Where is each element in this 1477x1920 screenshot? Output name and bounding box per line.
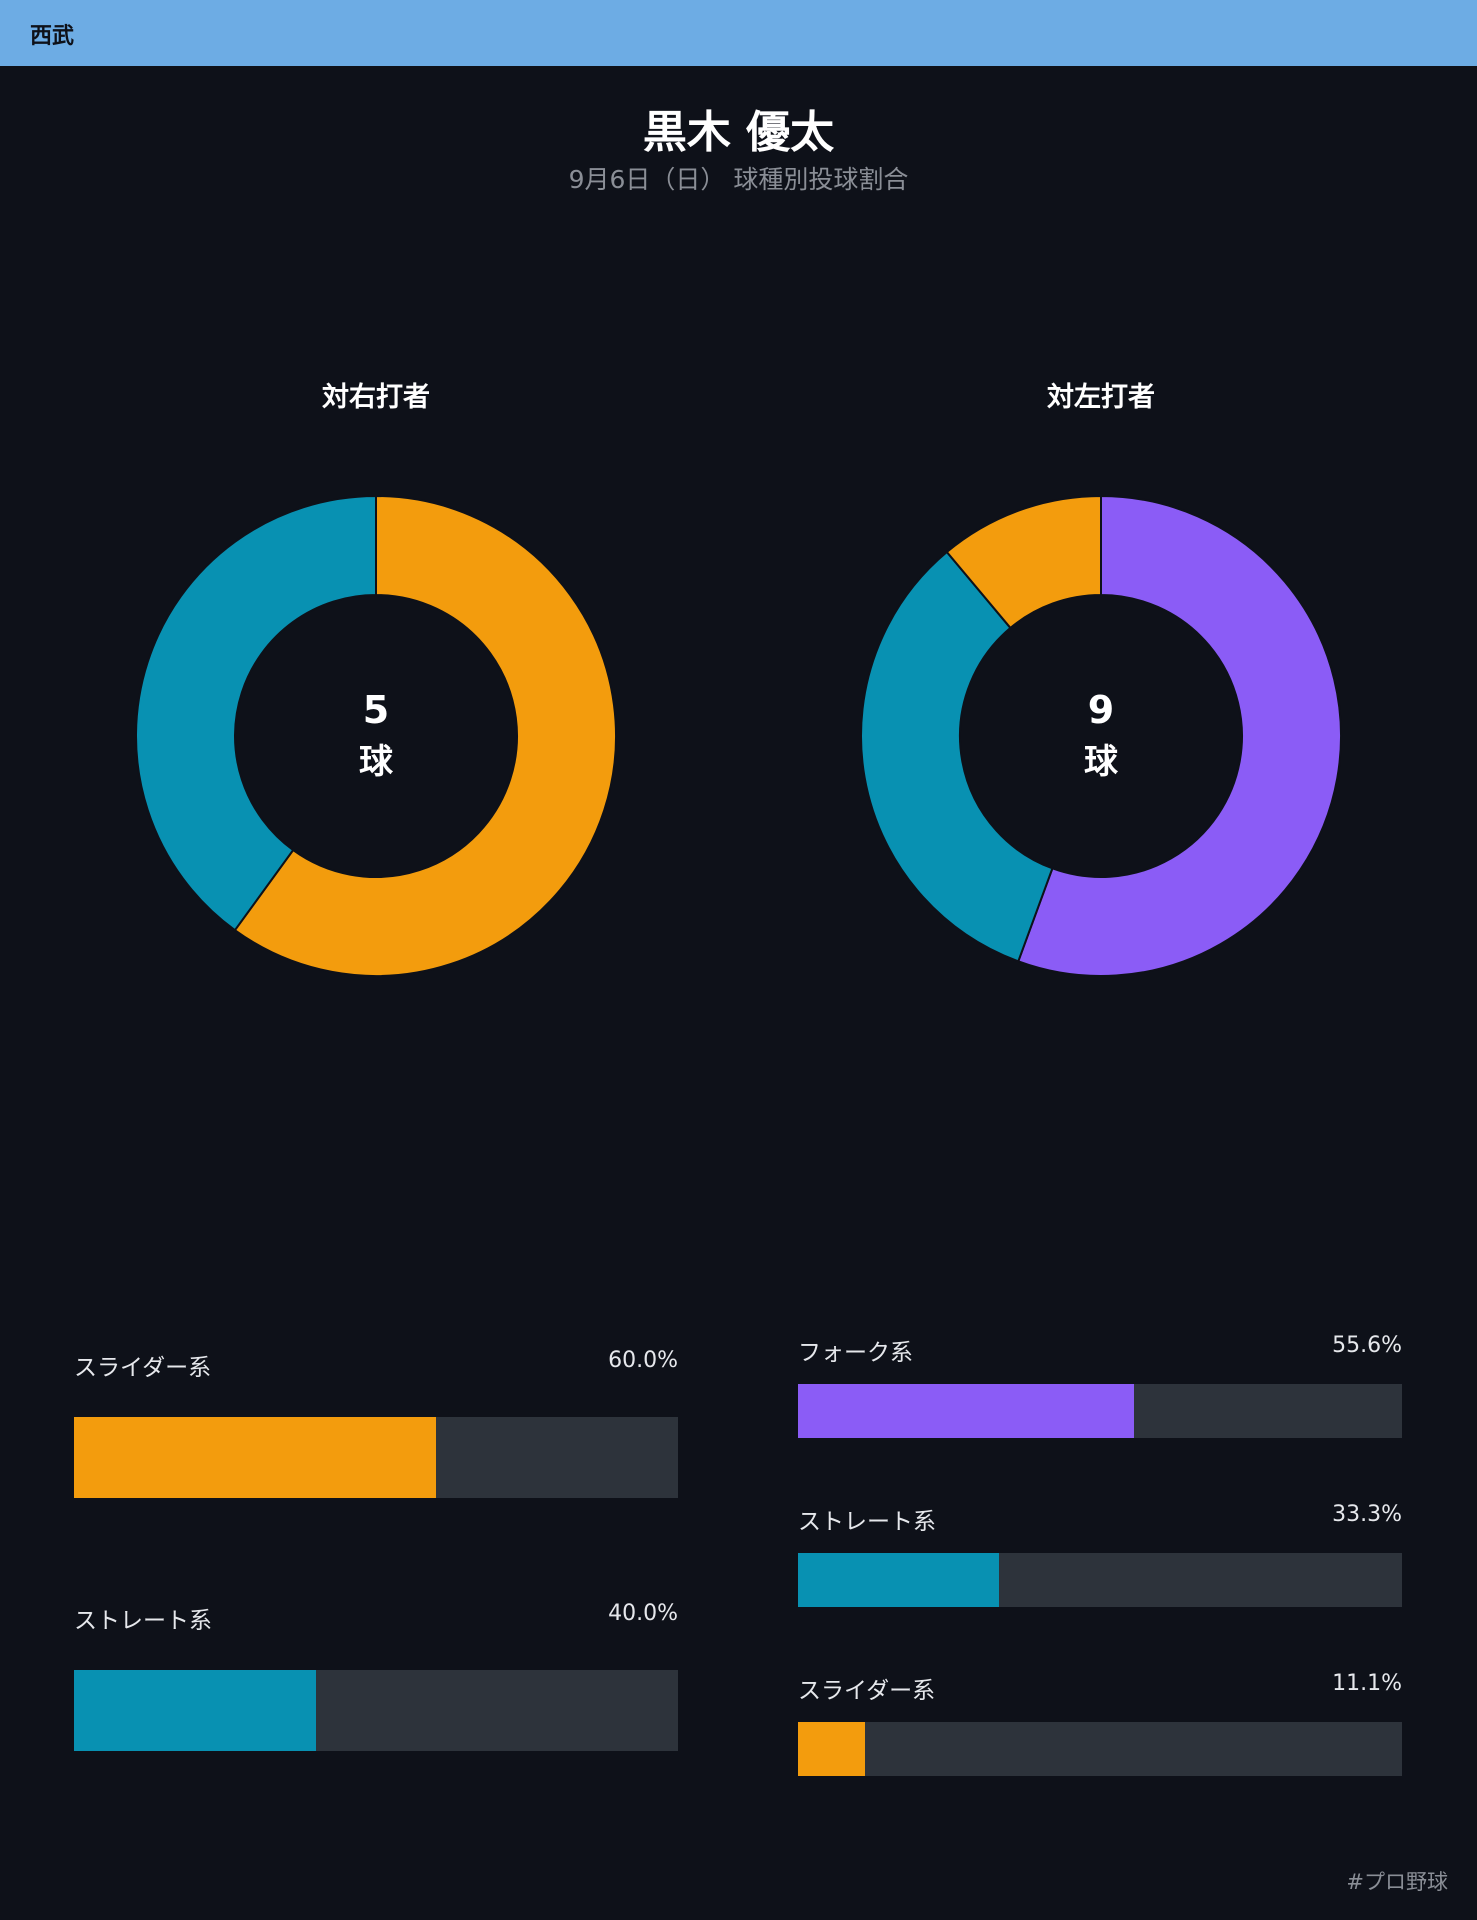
team-name: 西武 bbox=[30, 24, 75, 49]
bar-track bbox=[798, 1553, 1402, 1607]
donut-slice bbox=[945, 494, 1102, 630]
left-batter-title: 対左打者 bbox=[1047, 382, 1155, 413]
right-batter-count: 5 bbox=[362, 688, 390, 732]
donut-slice bbox=[233, 494, 617, 977]
bar-fill bbox=[74, 1670, 316, 1751]
left-batter-count: 9 bbox=[1087, 688, 1115, 732]
bar-percent: 33.3% bbox=[1332, 1502, 1402, 1527]
bar-percent: 55.6% bbox=[1332, 1333, 1402, 1358]
chart-subtitle: 9月6日（日） 球種別投球割合 bbox=[568, 165, 909, 194]
donut-slice bbox=[860, 550, 1054, 963]
left-batter-unit: 球 bbox=[1084, 742, 1118, 782]
donut-slice bbox=[135, 494, 377, 932]
bar-label: フォーク系 bbox=[798, 1340, 913, 1366]
bar-percent: 40.0% bbox=[608, 1601, 678, 1626]
bar-track bbox=[798, 1384, 1402, 1438]
bar-fill bbox=[798, 1722, 866, 1776]
bar-track bbox=[74, 1417, 678, 1498]
right-bar-straight: ストレート系 40.0% bbox=[74, 1601, 678, 1751]
left-bar-slider: スライダー系 11.1% bbox=[798, 1671, 1402, 1776]
bar-percent: 11.1% bbox=[1332, 1671, 1402, 1696]
donut-slice bbox=[1017, 494, 1342, 977]
player-name: 黒木 優太 bbox=[642, 107, 835, 158]
bar-label: ストレート系 bbox=[74, 1608, 212, 1634]
bar-track bbox=[798, 1722, 1402, 1776]
right-bar-slider: スライダー系 60.0% bbox=[74, 1348, 678, 1498]
left-bar-fork: フォーク系 55.6% bbox=[798, 1333, 1402, 1438]
left-batter-donut bbox=[860, 494, 1342, 977]
bar-fill bbox=[798, 1384, 1134, 1438]
bar-fill bbox=[74, 1417, 437, 1498]
bar-track bbox=[74, 1670, 678, 1751]
hashtag: #プロ野球 bbox=[1346, 1870, 1448, 1894]
bar-label: ストレート系 bbox=[798, 1509, 936, 1535]
right-batter-donut bbox=[135, 494, 617, 977]
right-batter-title: 対右打者 bbox=[322, 382, 430, 413]
right-batter-total: 5 球 bbox=[276, 684, 476, 788]
header-bar: 西武 bbox=[0, 0, 1477, 66]
bar-label: スライダー系 bbox=[74, 1355, 212, 1381]
left-batter-total: 9 球 bbox=[1001, 684, 1201, 788]
bar-fill bbox=[798, 1553, 1000, 1607]
left-bar-straight: ストレート系 33.3% bbox=[798, 1502, 1402, 1607]
bar-percent: 60.0% bbox=[608, 1348, 678, 1373]
bar-label: スライダー系 bbox=[798, 1678, 936, 1704]
right-batter-unit: 球 bbox=[359, 742, 393, 782]
